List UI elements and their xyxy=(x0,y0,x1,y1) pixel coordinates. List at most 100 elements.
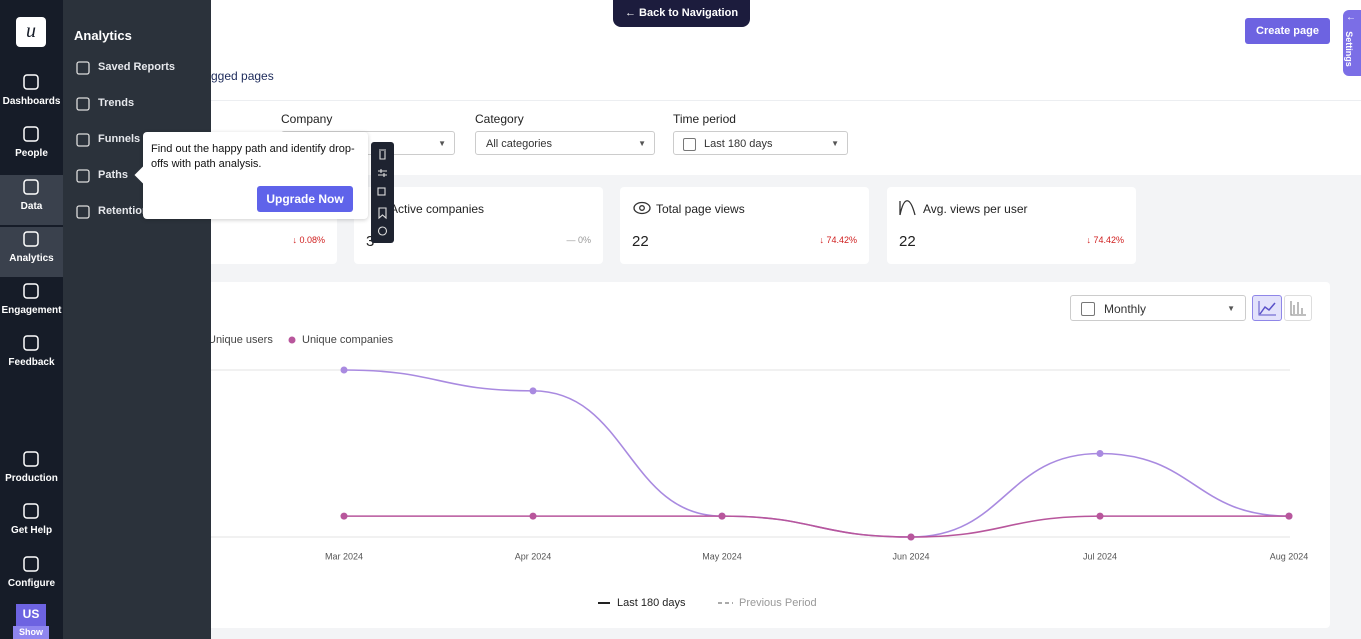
nav-item: Production xyxy=(5,473,58,484)
data-point xyxy=(1285,512,1293,520)
nav-icon xyxy=(23,283,39,299)
x-tick-label: Mar 2024 xyxy=(325,551,363,561)
filter-label: Category xyxy=(475,112,524,126)
nav-icon xyxy=(23,74,39,90)
submenu-title: Analytics xyxy=(74,28,132,43)
submenu-item[interactable]: Trends xyxy=(98,97,135,109)
chart-card xyxy=(190,282,1330,628)
data-point xyxy=(529,512,537,520)
nav-icon xyxy=(23,556,39,572)
submenu: Analytics Saved Reports Trends Funnels Path… xyxy=(63,0,211,639)
submenu-icon xyxy=(76,169,90,183)
stat-label: Total page views xyxy=(656,202,745,216)
nav-item[interactable]: Engagement xyxy=(1,305,62,316)
data-point xyxy=(718,512,726,520)
nav-item[interactable]: People xyxy=(15,148,48,159)
stat-card: Total page views 22 ↓ 74.42% xyxy=(620,187,869,264)
change-value: 0% xyxy=(577,235,591,245)
nav-icon xyxy=(23,451,39,467)
submenu-item[interactable]: Retention xyxy=(98,205,149,217)
line-toggle[interactable] xyxy=(1252,295,1282,321)
stat-value: 22 xyxy=(899,233,916,250)
settings-tab[interactable]: ← Settings xyxy=(1343,10,1361,76)
change-value: 0.08% xyxy=(299,235,325,245)
change-value: 74.42% xyxy=(1093,235,1124,245)
upgrade-button[interactable]: Upgrade Now xyxy=(257,186,353,212)
legend-label[interactable]: Unique companies xyxy=(302,334,394,346)
x-tick-label: Jul 2024 xyxy=(1083,551,1117,561)
bar-toggle[interactable] xyxy=(1284,295,1312,321)
header xyxy=(211,0,1361,101)
icon-shape xyxy=(76,205,90,219)
icon-shape xyxy=(23,451,39,467)
icon-shape xyxy=(76,133,90,147)
icon-shape xyxy=(76,97,90,111)
icon-shape xyxy=(23,126,39,142)
nav-active-bg xyxy=(0,227,63,277)
nav-item[interactable]: Feedback xyxy=(8,357,55,368)
data-point xyxy=(1096,450,1104,457)
nav-item[interactable]: Analytics xyxy=(9,253,54,264)
stat-change: ↓ 0.08% xyxy=(292,235,325,245)
submenu-icon xyxy=(76,133,90,147)
icon-shape xyxy=(23,283,39,299)
avatar-initials: US xyxy=(22,607,40,621)
period-dropdown[interactable]: Last 180 days ▼ xyxy=(673,131,848,155)
data-point xyxy=(340,366,348,374)
icon-shape xyxy=(76,61,90,75)
submenu-item[interactable]: Saved Reports xyxy=(98,61,176,73)
legend-label[interactable]: Unique users xyxy=(208,334,273,346)
dropdown-value: Monthly xyxy=(1104,302,1147,316)
icon-shape xyxy=(23,179,39,195)
data-point xyxy=(529,387,537,395)
period-label: Previous Period xyxy=(739,597,817,609)
period-label: Last 180 days xyxy=(617,597,686,609)
submenu-item[interactable]: Funnels xyxy=(98,133,141,145)
nav-item: Get Help xyxy=(10,525,53,536)
nav-item: Configure xyxy=(7,578,56,589)
stat-card: Avg. views per user 22 ↓ 74.42% xyxy=(887,187,1136,264)
stat-change: — 0% xyxy=(566,235,591,245)
stat-change: ↓ 74.42% xyxy=(1086,235,1124,245)
x-tick-label: Aug 2024 xyxy=(1270,551,1309,561)
filter-label: Company xyxy=(281,112,333,126)
icon-shape xyxy=(23,231,39,247)
stat-label: Avg. views per user xyxy=(923,202,1028,216)
tooltip: Find out the happy path and identify dro… xyxy=(134,132,368,219)
nav-icon xyxy=(23,231,39,247)
dropdown-value: All categories xyxy=(486,138,553,150)
icon-shape xyxy=(23,74,39,90)
curve-icon xyxy=(899,200,916,216)
x-tick-label: Apr 2024 xyxy=(515,551,552,561)
nav-icon xyxy=(23,503,39,519)
tooltip-text: Find out the happy path and identify dro… xyxy=(151,143,355,170)
nav-icon xyxy=(23,179,39,195)
logo[interactable]: u xyxy=(16,17,46,47)
granularity-dropdown[interactable]: Monthly ▼ xyxy=(1070,295,1246,321)
submenu-icon xyxy=(76,205,90,219)
submenu-item[interactable]: Paths xyxy=(98,169,128,181)
series-line xyxy=(344,515,1289,538)
dropdown-value: Last 180 days xyxy=(704,138,773,150)
tab[interactable]: gged pages xyxy=(211,69,274,83)
x-tick-label: Jun 2024 xyxy=(892,551,929,561)
avatar: US Show xyxy=(13,604,49,639)
legend-dot xyxy=(288,336,296,344)
stat-card: Active companies 3 — 0% xyxy=(354,187,603,264)
submenu-icon xyxy=(76,97,90,111)
series-line xyxy=(343,369,1290,538)
create-button[interactable]: Create page xyxy=(1245,18,1330,44)
nav-rail: u Dashboards People Data Analytics Engagemen… xyxy=(0,0,63,639)
nav-icon xyxy=(23,126,39,142)
nav-item[interactable]: Data xyxy=(20,201,43,212)
nav-item[interactable]: Dashboards xyxy=(2,96,61,107)
change-value: 74.42% xyxy=(826,235,857,245)
x-tick-label: May 2024 xyxy=(702,551,742,561)
icon-shape xyxy=(23,335,39,351)
nav-icon xyxy=(23,335,39,351)
category-dropdown[interactable]: All categories ▼ xyxy=(475,131,655,155)
back-button[interactable]: ← Back to Navigation xyxy=(613,0,750,27)
nav-active-bg xyxy=(0,175,63,225)
